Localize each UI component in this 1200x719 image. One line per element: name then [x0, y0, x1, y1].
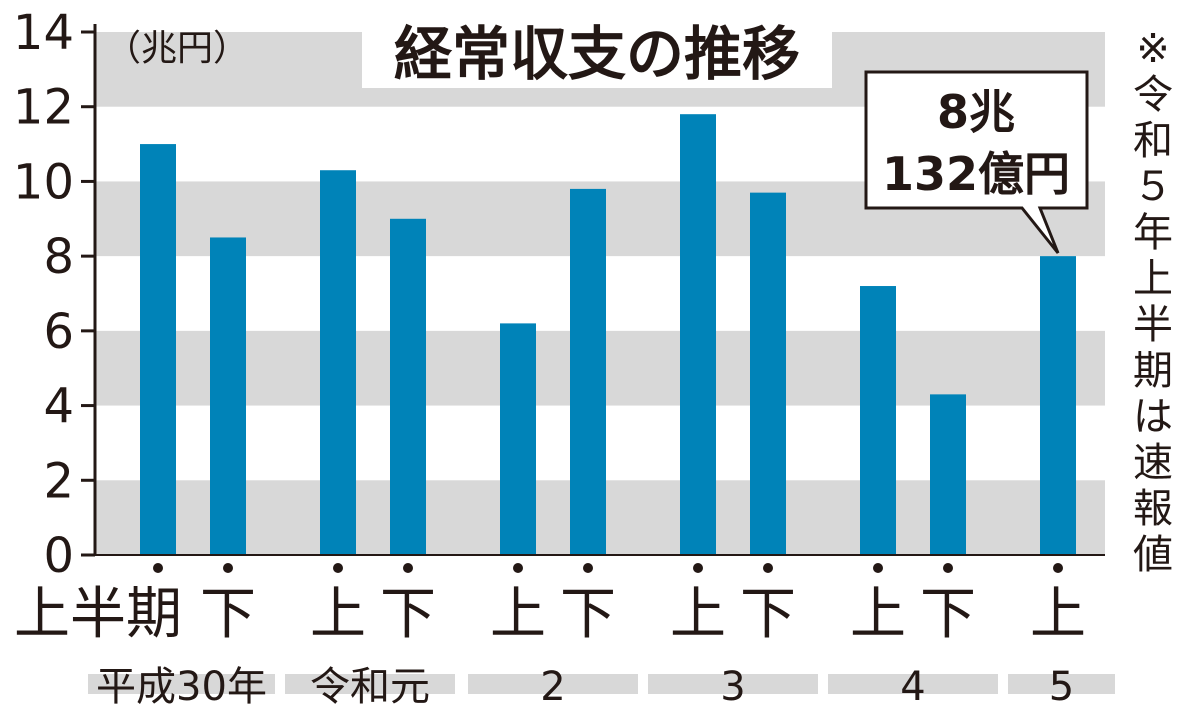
- year-label: 3: [720, 664, 745, 710]
- x-tick-labels: 上半期下上下上下上下上下上: [14, 582, 1086, 647]
- year-band: [828, 674, 998, 694]
- bar: [680, 114, 716, 555]
- year-label: 2: [540, 664, 565, 710]
- bar: [930, 394, 966, 555]
- year-band: [648, 674, 818, 694]
- bar-series: [140, 114, 1076, 556]
- x-tick-label: 上半期: [14, 582, 182, 647]
- y-tick-labels: 0 2 4 6 8 10 12 14: [13, 5, 74, 584]
- separator-dot: [763, 563, 773, 573]
- year-band: [88, 674, 275, 694]
- footnote-char: 速: [1133, 440, 1173, 486]
- separator-dot: [333, 563, 343, 573]
- bar: [500, 323, 536, 555]
- callout-bubble: [864, 70, 1089, 254]
- x-tick-label: 上: [670, 582, 726, 647]
- footnote-char: 上: [1133, 256, 1173, 302]
- x-tick-label: 上: [850, 582, 906, 647]
- separator-dot: [583, 563, 593, 573]
- footnote-char: 令: [1133, 72, 1173, 118]
- unit-label: （兆円）: [105, 28, 249, 69]
- footnote-char: ※: [1136, 26, 1170, 72]
- y-tick-label: 14: [13, 5, 74, 61]
- separator-dot: [1053, 563, 1063, 573]
- x-tick-label: 上: [490, 582, 546, 647]
- x-tick-label: 上: [1030, 582, 1086, 647]
- y-tick-label: 6: [43, 304, 74, 360]
- x-tick-label: 上: [310, 582, 366, 647]
- y-axis: [81, 24, 1105, 557]
- y-tick-label: 4: [43, 379, 74, 435]
- bar: [210, 237, 246, 555]
- y-tick-label: 0: [43, 528, 74, 584]
- callout-line-1: 8兆: [937, 85, 1015, 139]
- separator-dot: [223, 563, 233, 573]
- x-tick-label: 下: [740, 582, 796, 647]
- x-tick-label: 下: [920, 582, 976, 647]
- year-label: 4: [900, 664, 925, 710]
- x-tick-label: 下: [560, 582, 616, 647]
- y-tick-label: 8: [43, 229, 74, 285]
- title-background: [362, 20, 832, 88]
- footnote-char: 半: [1133, 302, 1173, 348]
- callout-line-2: 132億円: [882, 147, 1070, 201]
- x-tick-label: 下: [200, 582, 256, 647]
- separator-dot: [403, 563, 413, 573]
- bar: [390, 218, 426, 556]
- footnote-char: 年: [1133, 210, 1173, 256]
- year-band: [1008, 674, 1115, 694]
- year-label: 令和元: [310, 664, 430, 710]
- year-label: 平成30年: [96, 664, 267, 710]
- footnote-char: 和: [1133, 118, 1173, 164]
- x-tick-label: 下: [380, 582, 436, 647]
- bar: [570, 188, 606, 555]
- y-tick-label: 12: [13, 80, 74, 136]
- bar: [860, 286, 896, 555]
- y-tick-label: 10: [13, 154, 74, 210]
- bar: [750, 192, 786, 555]
- separator-dot: [693, 563, 703, 573]
- footnote-char: 値: [1133, 532, 1173, 578]
- separator-dot: [943, 563, 953, 573]
- footnote-char: ５: [1133, 164, 1173, 210]
- bar: [320, 170, 356, 555]
- separator-dot: [873, 563, 883, 573]
- footnote-char: は: [1133, 394, 1173, 440]
- y-tick-label: 2: [43, 453, 74, 509]
- footnote-char: 期: [1133, 348, 1173, 394]
- year-band: [285, 674, 455, 694]
- bar: [140, 144, 176, 556]
- chart-title: 経常収支の推移: [394, 20, 800, 88]
- separator-dot: [513, 563, 523, 573]
- year-band: [468, 674, 638, 694]
- footnote-char: 報: [1133, 486, 1173, 532]
- half-year-dots: [153, 563, 1063, 573]
- separator-dot: [153, 563, 163, 573]
- year-label: 5: [1049, 664, 1074, 710]
- callout-box: 8兆 132億円: [864, 70, 1089, 254]
- bar: [1040, 256, 1076, 555]
- year-group-labels: 平成30年 令和元 2 3 4 5: [88, 664, 1115, 710]
